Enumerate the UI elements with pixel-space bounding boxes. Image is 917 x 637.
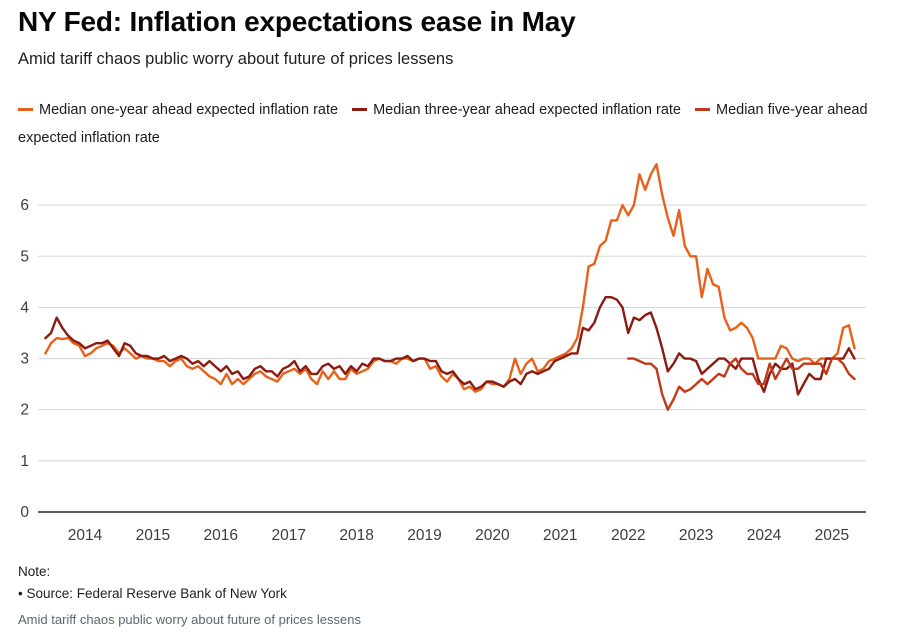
x-tick-label: 2024: [747, 527, 782, 544]
x-tick-label: 2018: [339, 527, 373, 544]
note-label: Note:: [18, 564, 51, 579]
page-subtitle: Amid tariff chaos public worry about fut…: [18, 50, 454, 68]
legend: Median one-year ahead expected inflation…: [18, 96, 902, 152]
inflation-expectations-chart: 0 1 2 3 4 5 6 2014 2015 2016 2017 2018 2019 2020 2021 2…: [20, 163, 866, 544]
y-tick-label: 5: [20, 248, 29, 265]
legend-item-five-year: Median five-year ahead expected inflatio…: [18, 102, 868, 146]
x-tick-label: 2014: [68, 527, 103, 544]
y-tick-label: 6: [20, 197, 29, 214]
y-tick-label: 3: [20, 351, 29, 368]
y-tick-label: 0: [20, 504, 29, 521]
legend-item-label: Median five-year ahead expected inflatio…: [18, 102, 868, 146]
x-tick-label: 2016: [204, 527, 238, 544]
legend-dash-icon: [352, 107, 368, 111]
footer-caption: Amid tariff chaos public worry about fut…: [18, 612, 361, 627]
legend-item-label: Median three-year ahead expected inflati…: [373, 102, 681, 118]
y-tick-label: 2: [20, 402, 29, 419]
series-line-five-year[interactable]: [627, 357, 856, 411]
legend-item-one-year: Median one-year ahead expected inflation…: [18, 102, 338, 118]
y-tick-label: 4: [20, 299, 29, 316]
x-tick-label: 2019: [407, 527, 441, 544]
legend-dash-icon: [694, 107, 710, 111]
x-tick-label: 2025: [815, 527, 849, 544]
series-line-three-year[interactable]: [44, 296, 856, 396]
note-source: • Source: Federal Reserve Bank of New Yo…: [18, 586, 287, 601]
x-tick-label: 2022: [611, 527, 645, 544]
x-tick-label: 2023: [679, 527, 713, 544]
legend-item-label: Median one-year ahead expected inflation…: [39, 102, 339, 118]
x-tick-label: 2020: [475, 527, 510, 544]
x-tick-label: 2015: [136, 527, 170, 544]
series-line-one-year[interactable]: [44, 163, 856, 393]
page-title: NY Fed: Inflation expectations ease in M…: [18, 6, 576, 37]
x-tick-label: 2021: [543, 527, 577, 544]
y-tick-label: 1: [20, 453, 29, 470]
legend-item-three-year: Median three-year ahead expected inflati…: [352, 102, 681, 118]
x-tick-label: 2017: [271, 527, 305, 544]
legend-dash-icon: [18, 107, 33, 111]
